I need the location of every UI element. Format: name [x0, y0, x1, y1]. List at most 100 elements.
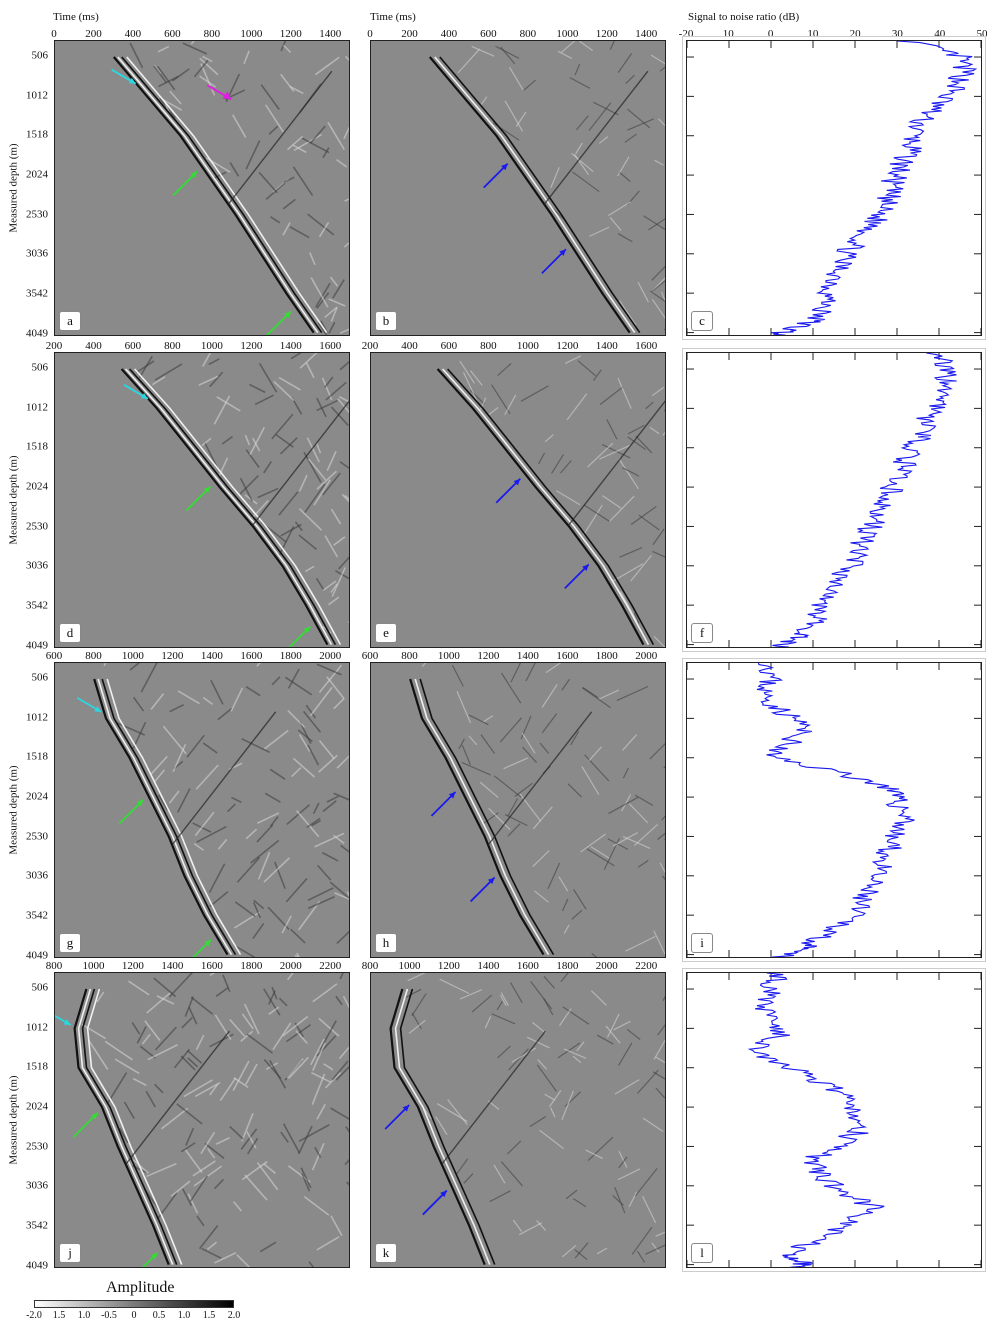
- depth-tick-label: 1012: [26, 1021, 48, 1034]
- colorbar-tick-label: 1.0: [77, 1310, 91, 1321]
- arrow-head: [402, 1105, 410, 1112]
- upgoing-reflection: [251, 400, 349, 527]
- time-tick-label: 200: [401, 28, 418, 40]
- depth-tick-label: 506: [31, 981, 49, 994]
- section-background: [55, 41, 349, 335]
- first-break-wavelet: [120, 368, 329, 646]
- processed-seismic-panel: e: [370, 352, 666, 648]
- depth-tick-label: 4049: [26, 949, 48, 962]
- processed-section: [371, 663, 665, 957]
- time-tick-label: 1200: [556, 340, 579, 352]
- depth-tick-label: 2530: [26, 830, 48, 843]
- first-break-wavelet: [394, 988, 491, 1265]
- time-tick-label: 1200: [279, 28, 302, 40]
- snr-frame: [682, 658, 986, 962]
- time-tick-label: 1400: [595, 340, 618, 352]
- time-tick-label: 200: [45, 340, 63, 352]
- first-break-wavelet: [73, 988, 170, 1266]
- time-tick-label: 200: [361, 340, 379, 352]
- wavefield: [103, 663, 349, 957]
- time-tick-label: 600: [45, 650, 63, 662]
- first-break-wavelet: [409, 678, 545, 956]
- colorbar-tick-label: 1.5: [202, 1310, 216, 1321]
- time-tick-label: 1800: [279, 650, 302, 662]
- snr-panel: c: [686, 40, 982, 337]
- snr-tick-label: 20: [849, 28, 861, 40]
- time-tick-label: 1200: [161, 650, 184, 662]
- depth-tick-label: 3542: [26, 599, 48, 612]
- arrow-head: [63, 1019, 71, 1025]
- raw-section: [55, 663, 349, 957]
- colorbar-tick-label: -2.0: [26, 1310, 42, 1321]
- first-break-wavelet: [117, 56, 319, 334]
- first-break-wavelet: [414, 678, 550, 956]
- time-tick-label: 800: [480, 340, 497, 352]
- raw-seismic-panel: j: [54, 972, 350, 1268]
- snr-curve: [747, 972, 885, 1269]
- first-break-wavelet: [112, 56, 315, 334]
- first-break-wavelet: [134, 368, 342, 645]
- processed-section: [371, 353, 665, 647]
- first-break-wavelet: [125, 368, 333, 645]
- panel-letter: i: [691, 933, 713, 953]
- panel-letter: e: [375, 623, 397, 643]
- processed-section: [371, 41, 665, 335]
- time-tick-label: 1600: [516, 960, 539, 972]
- first-break-wavelet: [106, 678, 242, 956]
- time-tick-label: 1000: [200, 340, 223, 352]
- snr-plot: [686, 972, 982, 1269]
- panel-letter: h: [375, 933, 397, 953]
- panel-letter: j: [59, 1243, 81, 1263]
- first-break-wavelet: [81, 988, 178, 1265]
- time-tick-label: 800: [45, 960, 63, 972]
- snr-axis-label: Signal to noise ratio (dB): [688, 11, 800, 23]
- arrow-head: [190, 171, 198, 179]
- wavefield: [404, 973, 665, 1263]
- panel-letter: k: [375, 1243, 397, 1263]
- time-tick-label: 800: [164, 340, 181, 352]
- time-tick-label: 400: [85, 340, 102, 352]
- arrow-head: [150, 1252, 158, 1260]
- time-tick-label: 1600: [635, 340, 658, 352]
- depth-tick-label: 3036: [26, 247, 48, 260]
- depth-tick-label: 4049: [26, 327, 48, 340]
- colorbar-tick-label: -0.5: [101, 1310, 117, 1321]
- time-tick-label: 400: [401, 340, 418, 352]
- panel-letter: c: [691, 311, 713, 331]
- arrow-head: [501, 163, 508, 171]
- first-break-wavelet: [97, 678, 233, 956]
- time-tick-label: 600: [361, 650, 379, 662]
- arrow-head: [303, 626, 311, 634]
- depth-tick-label: 506: [31, 671, 49, 684]
- upgoing-reflection: [487, 711, 593, 846]
- time-tick-label: 1000: [240, 28, 263, 40]
- time-tick-label: 1600: [200, 960, 223, 972]
- amplitude-colorbar: [34, 1300, 234, 1308]
- arrow-head: [513, 478, 521, 486]
- panel-letter: a: [59, 311, 81, 331]
- time-tick-label: 1000: [398, 960, 421, 972]
- first-break-wavelet: [439, 56, 641, 334]
- time-tick-label: 600: [124, 340, 142, 352]
- time-tick-label: 400: [124, 28, 142, 40]
- first-break-wavelet: [121, 56, 323, 334]
- depth-tick-label: 2530: [26, 520, 48, 533]
- time-tick-label: 1000: [556, 28, 579, 40]
- first-break-wavelet: [93, 678, 229, 956]
- first-break-wavelet: [419, 678, 555, 956]
- time-tick-label: 1800: [240, 960, 263, 972]
- arrow-head: [140, 392, 148, 399]
- depth-tick-label: 3542: [26, 1219, 48, 1232]
- panel-letter: l: [691, 1243, 713, 1263]
- time-tick-label: 800: [361, 960, 379, 972]
- time-tick-label: 1400: [635, 28, 658, 40]
- time-tick-label: 800: [85, 650, 102, 662]
- time-tick-label: 1800: [595, 650, 618, 662]
- panel-letter: b: [375, 311, 397, 331]
- snr-plot: [686, 40, 982, 337]
- time-tick-label: 1200: [595, 28, 618, 40]
- depth-axis-title: Measured depth (m): [7, 143, 20, 233]
- time-tick-label: 1000: [437, 650, 460, 662]
- depth-axis-title: Measured depth (m): [7, 1075, 20, 1165]
- snr-curve: [771, 40, 978, 337]
